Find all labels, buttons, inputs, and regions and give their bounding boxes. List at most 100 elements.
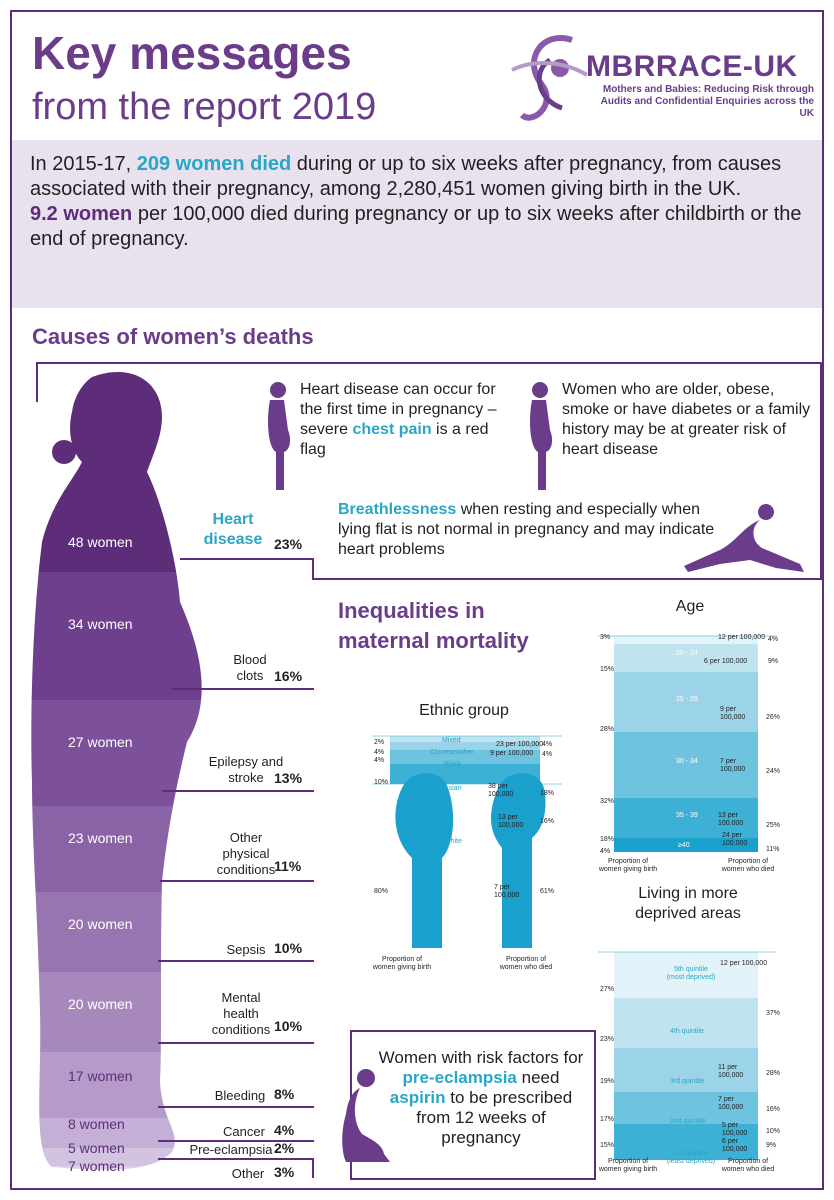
cause-divider (180, 558, 314, 560)
age-chart-title: Age (675, 598, 705, 615)
ethnic-left-pct: 4% (374, 749, 385, 756)
cause-count: 34 women (68, 616, 133, 632)
cause-name: Pre-eclampsia (189, 1142, 273, 1157)
pregnant-woman-chest-icon (268, 382, 291, 490)
cause-name-heart: Heart disease (203, 511, 263, 548)
age-left-pct: 3% (600, 634, 611, 641)
ethnic-rate: 23 per 100,000 (496, 741, 544, 748)
sitting-pregnant-woman-icon (342, 1069, 390, 1162)
cause-divider (172, 688, 314, 690)
cause-name: Other physical conditions (216, 830, 276, 877)
ethnic-group-label: White (444, 838, 462, 845)
page-subtitle: from the report 2019 (32, 86, 377, 128)
age-right-pct: 25% (766, 822, 781, 829)
logo-name: MBRRACE-UK (586, 50, 798, 83)
preeclampsia-highlight: pre-eclampsia (402, 1068, 517, 1087)
age-group-label: 35 - 39 (676, 812, 698, 819)
age-right-pct: 24% (766, 768, 781, 775)
intro-text: during or up to six weeks after pregnanc… (30, 153, 782, 200)
deprived-group-label: 1st quintile (least deprived) (666, 1150, 716, 1165)
deprived-group-label: 2nd quintile (670, 1118, 706, 1125)
cause-pct: 10% (274, 1018, 303, 1034)
age-rate: 6 per 100,000 (704, 658, 748, 665)
ethnic-right-pct: 4% (542, 751, 553, 758)
ethnic-footnote-left: Proportion of women giving birth (372, 956, 432, 971)
age-footnote-right: Proportion of women who died (721, 858, 775, 873)
deprived-right-pct: 28% (766, 1070, 781, 1077)
age-left-pct: 18% (600, 836, 615, 843)
intro-panel: In 2015-17, 209 women died during or up … (12, 140, 822, 308)
message-text: when resting and especially when lying f… (338, 501, 715, 558)
ethnic-right-pct: 18% (540, 790, 555, 797)
deprived-right-pct: 10% (766, 1128, 781, 1135)
age-left-pct: 32% (600, 798, 615, 805)
reclining-woman-icon (684, 504, 804, 572)
cause-divider (158, 960, 314, 962)
ethnic-right-pct: 61% (540, 888, 555, 895)
infographic: Key messages from the report 2019 MBRRAC… (10, 10, 824, 1190)
ethnic-left-pct: 2% (374, 739, 385, 746)
ethnic-footnote-right: Proportion of women who died (499, 956, 553, 971)
ethnic-group-label: Mixed (442, 737, 461, 744)
age-group-label: ≥40 (678, 842, 690, 849)
deprived-right-pct: 9% (766, 1142, 777, 1149)
box-border-step (312, 558, 314, 580)
cause-divider (158, 1106, 314, 1108)
cause-divider (158, 1042, 314, 1044)
cause-name: Epilepsy and stroke (208, 754, 284, 785)
cause-name: Bleeding (214, 1088, 266, 1103)
age-rate: 24 per 100,000 (722, 832, 748, 847)
deprived-right-pct: 16% (766, 1106, 781, 1113)
box-border-right (820, 362, 822, 580)
deprived-left-pct: 15% (600, 1142, 615, 1149)
pregnant-woman-risk-icon (530, 382, 553, 490)
cause-count: 20 women (68, 996, 133, 1012)
deprived-rate: 5 per 100,000 (722, 1122, 748, 1137)
message-text: is a red flag (300, 421, 489, 458)
hair-bun-icon (52, 440, 76, 464)
intro-paragraph-1: In 2015-17, 209 women died during or up … (30, 152, 804, 202)
age-rate: 7 per 100,000 (720, 758, 746, 773)
heart-message-chest-pain: Heart disease can occur for the first ti… (300, 380, 500, 460)
preeclampsia-message: Women with risk factors for pre-eclampsi… (378, 1048, 584, 1148)
cause-divider (160, 880, 314, 882)
cause-count: 48 women (68, 534, 133, 550)
age-footnote-left: Proportion of women giving birth (598, 858, 658, 873)
deprived-rate: 11 per 100,000 (718, 1064, 744, 1079)
cause-name: Mental health conditions (211, 990, 271, 1037)
deprived-chart-title: Living in more deprived areas (635, 885, 741, 922)
box-border-left (36, 362, 38, 402)
age-right-pct: 9% (768, 658, 779, 665)
cause-pct: 4% (274, 1122, 295, 1138)
cause-divider (158, 1158, 314, 1160)
ethnic-right-pct: 16% (540, 818, 555, 825)
ethnic-rate: 9 per 100,000 (490, 750, 534, 757)
deprived-group-label: 5th quintile (most deprived) (666, 966, 716, 981)
deprived-rate: 7 per 100,000 (718, 1096, 744, 1111)
intro-paragraph-2: 9.2 women per 100,000 died during pregna… (30, 202, 804, 252)
rate-highlight: 9.2 women (30, 203, 133, 225)
cause-pct: 3% (274, 1164, 295, 1180)
cause-count: 27 women (68, 734, 133, 750)
cause-pct: 23% (274, 536, 303, 552)
age-rate: 13 per 100,000 (718, 812, 744, 827)
box-border-bottom (312, 578, 822, 580)
cause-pct: 2% (274, 1140, 295, 1156)
intro-text: In 2015-17, (30, 153, 137, 175)
cause-pct: 13% (274, 770, 303, 786)
cause-count: 17 women (68, 1068, 133, 1084)
logo-tagline: Mothers and Babies: Reducing Risk throug… (600, 84, 814, 119)
deprived-group-label: 4th quintile (670, 1028, 704, 1035)
heart-message-breathlessness: Breathlessness when resting and especial… (338, 500, 718, 560)
age-group-label: 20 - 24 (676, 650, 698, 657)
age-left-pct: 4% (600, 848, 611, 855)
chest-pain-highlight: chest pain (352, 421, 432, 438)
cause-pct: 10% (274, 940, 303, 956)
ethnic-group-label: Asian (444, 785, 462, 792)
page-title: Key messages (32, 27, 352, 79)
cause-count: 8 women (68, 1116, 125, 1132)
age-group-label: <20 years (668, 624, 699, 631)
inequalities-heading: Inequalities in maternal mortality (338, 598, 529, 653)
breathlessness-highlight: Breathlessness (338, 501, 457, 518)
deprived-rate: 12 per 100,000 (720, 960, 768, 967)
